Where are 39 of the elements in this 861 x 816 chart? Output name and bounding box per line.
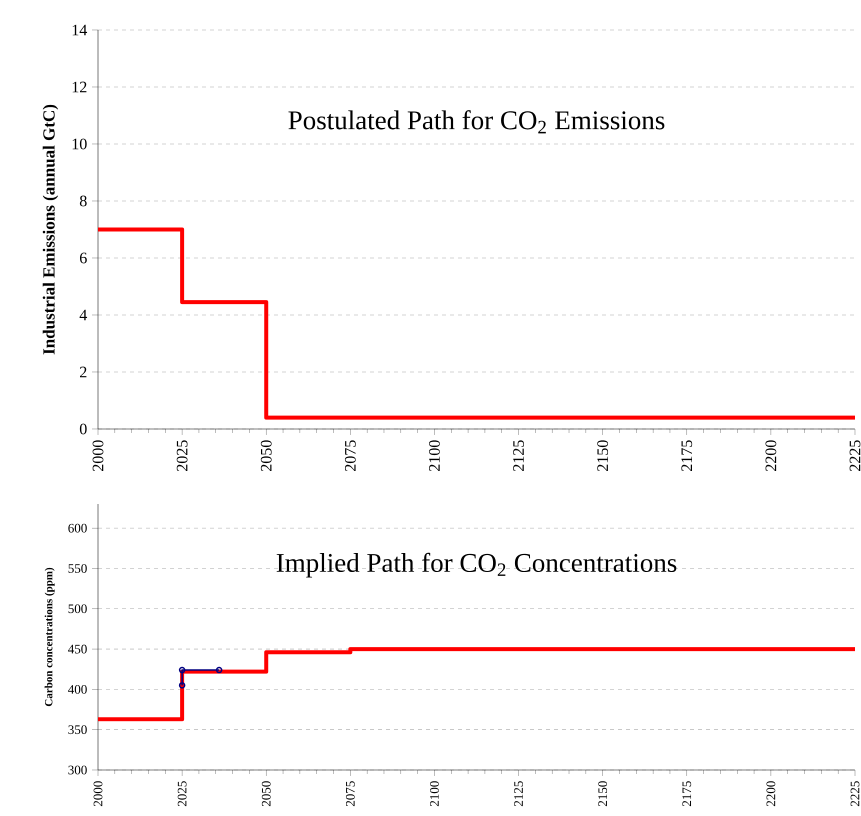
x-tick-label: 2050 [260, 440, 272, 471]
y-axis-title: Carbon concentrations (ppm) [44, 568, 55, 706]
x-tick-label: 2000 [94, 781, 102, 806]
x-tick-label: 2100 [429, 440, 440, 471]
x-tick-label: 2225 [850, 781, 860, 806]
y-tick-label: 8 [80, 196, 87, 206]
x-tick-label: 2125 [513, 440, 524, 471]
text: Postulated Path for CO$_{2}$ Emissions [288, 110, 664, 134]
y-tick-label: 14 [72, 24, 88, 36]
x-tick-label: 2075 [346, 781, 355, 806]
x-tick-label: 2150 [597, 440, 608, 471]
y-tick-label: 6 [80, 252, 87, 264]
x-tick-label: 2175 [682, 781, 692, 806]
x-tick-label: 2150 [598, 781, 608, 806]
x-tick-label: 2225 [850, 440, 860, 471]
x-tick-label: 2200 [766, 781, 776, 806]
x-tick-label: 2200 [765, 440, 776, 471]
y-axis-title: Industrial Emissions (annual GtC) [42, 104, 58, 354]
y-tick-label: 300 [68, 766, 87, 774]
text: Implied Path for CO$_{2}$ Concentrations [276, 552, 676, 578]
x-tick-label: 2025 [178, 781, 186, 806]
x-tick-label: 2175 [681, 440, 692, 471]
y-tick-label: 2 [80, 366, 86, 378]
x-tick-label: 2050 [262, 781, 271, 806]
y-tick-label: 400 [68, 684, 87, 694]
y-tick-label: 12 [72, 82, 86, 92]
x-tick-label: 2025 [176, 440, 188, 471]
x-tick-label: 2100 [430, 781, 439, 806]
y-tick-label: 550 [68, 564, 87, 573]
y-tick-label: 10 [72, 138, 87, 150]
y-tick-label: 600 [68, 524, 87, 533]
x-tick-label: 2075 [344, 440, 356, 471]
x-tick-label: 2000 [92, 440, 104, 471]
y-tick-label: 450 [68, 644, 87, 654]
y-tick-label: 4 [80, 310, 88, 320]
x-tick-label: 2125 [514, 781, 523, 806]
y-tick-label: 350 [68, 725, 87, 734]
y-tick-label: 500 [68, 604, 87, 614]
y-tick-label: 0 [80, 424, 87, 434]
